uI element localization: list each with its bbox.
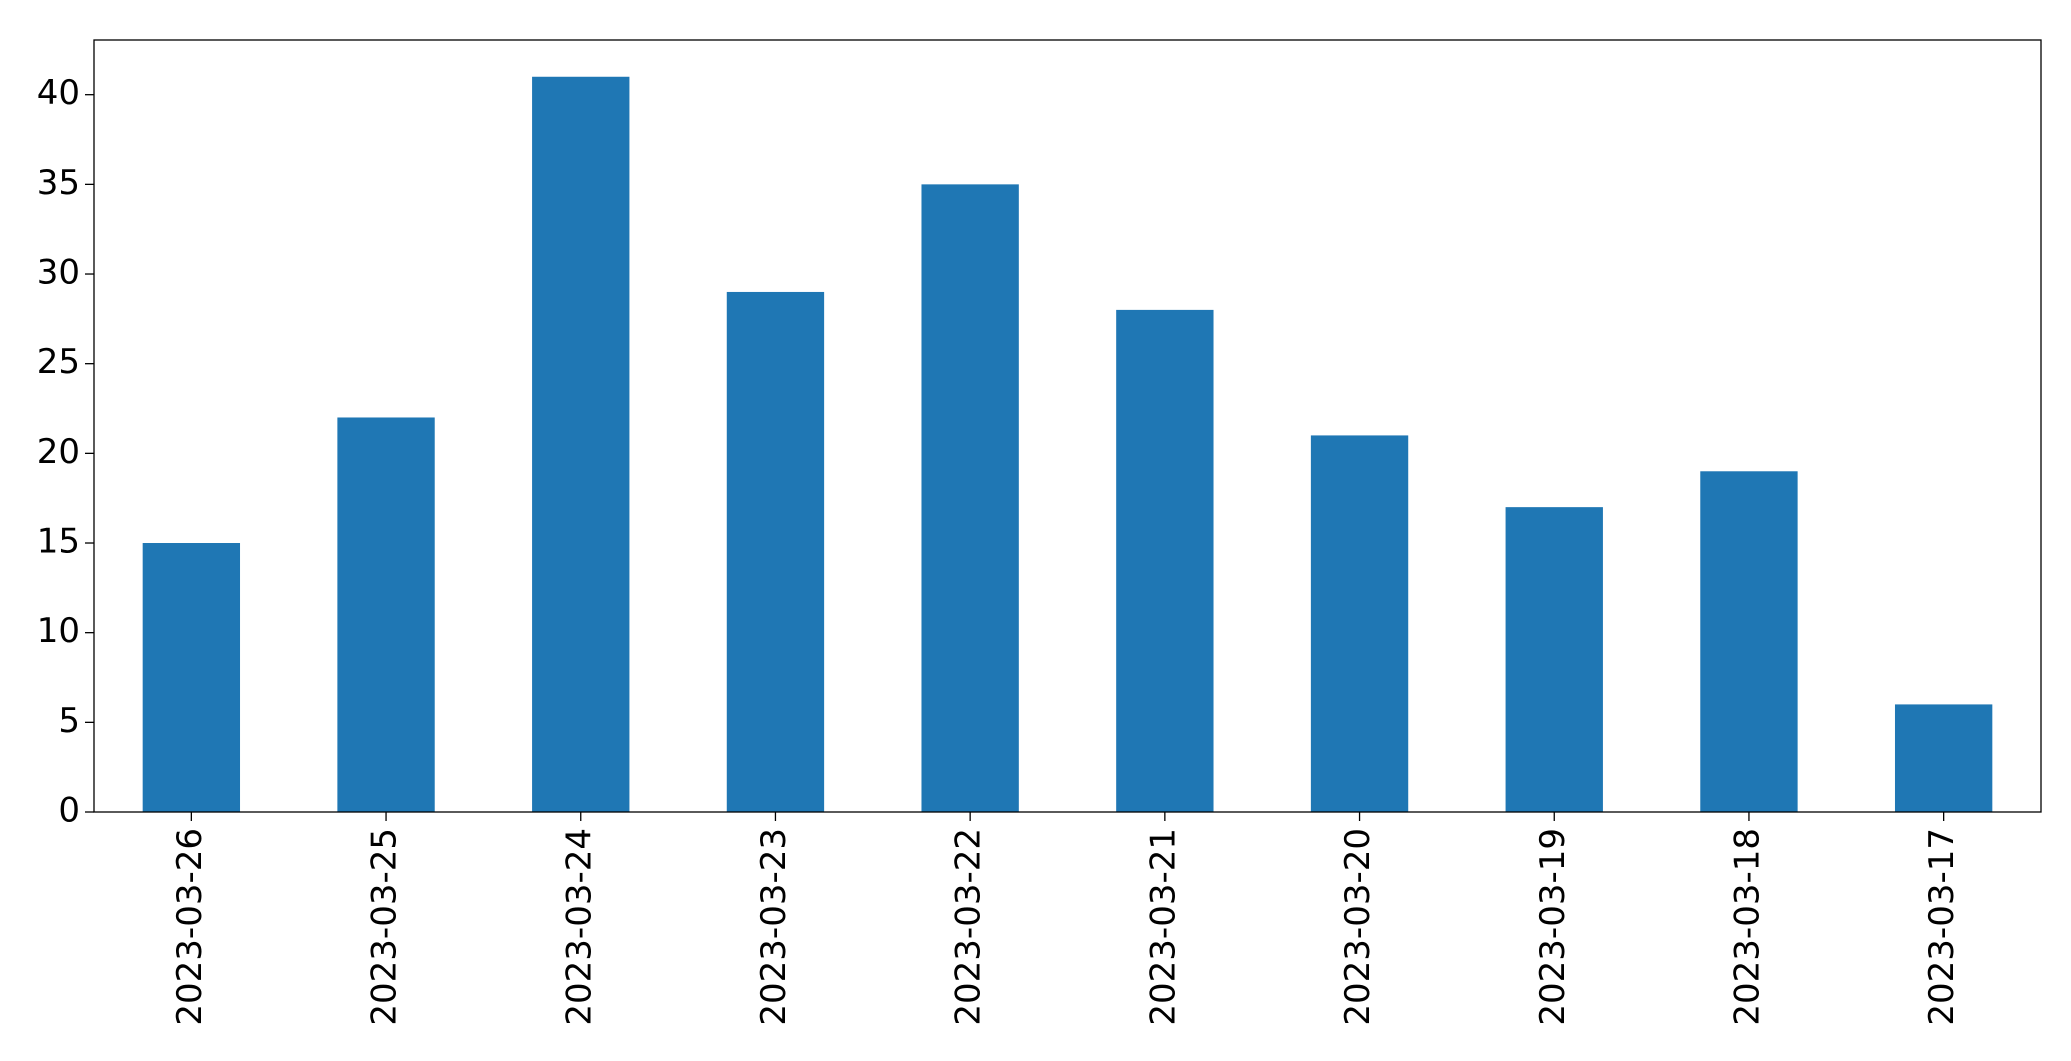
y-tick-label: 20 — [37, 432, 80, 472]
x-tick-label: 2023-03-17 — [1922, 828, 1962, 1026]
bar — [1505, 507, 1603, 812]
x-tick-label: 2023-03-18 — [1727, 828, 1767, 1026]
y-tick-label: 25 — [37, 342, 80, 382]
y-tick-label: 5 — [58, 701, 80, 741]
bar — [921, 184, 1019, 812]
bar — [1310, 435, 1409, 812]
y-tick-label: 35 — [37, 163, 80, 203]
y-tick-label: 0 — [58, 791, 80, 831]
x-tick-label: 2023-03-20 — [1338, 828, 1378, 1026]
bar — [1700, 471, 1798, 812]
x-tick-label: 2023-03-23 — [754, 828, 794, 1026]
bar — [1116, 309, 1214, 812]
bar — [726, 291, 825, 812]
x-tick-label: 2023-03-19 — [1533, 828, 1573, 1026]
bar — [337, 417, 435, 812]
x-tick-label: 2023-03-22 — [949, 828, 989, 1026]
bar — [142, 543, 241, 812]
y-tick-label: 30 — [37, 253, 80, 293]
bar — [532, 76, 630, 812]
x-tick-label: 2023-03-26 — [170, 828, 210, 1026]
y-tick-label: 40 — [37, 73, 80, 113]
x-tick-label: 2023-03-24 — [559, 828, 599, 1026]
y-tick-label: 10 — [37, 611, 80, 651]
y-tick-label: 15 — [37, 522, 80, 562]
x-tick-label: 2023-03-25 — [365, 828, 405, 1026]
plot-frame — [93, 39, 2042, 813]
x-tick-label: 2023-03-21 — [1143, 828, 1183, 1026]
bar — [1894, 704, 1993, 812]
